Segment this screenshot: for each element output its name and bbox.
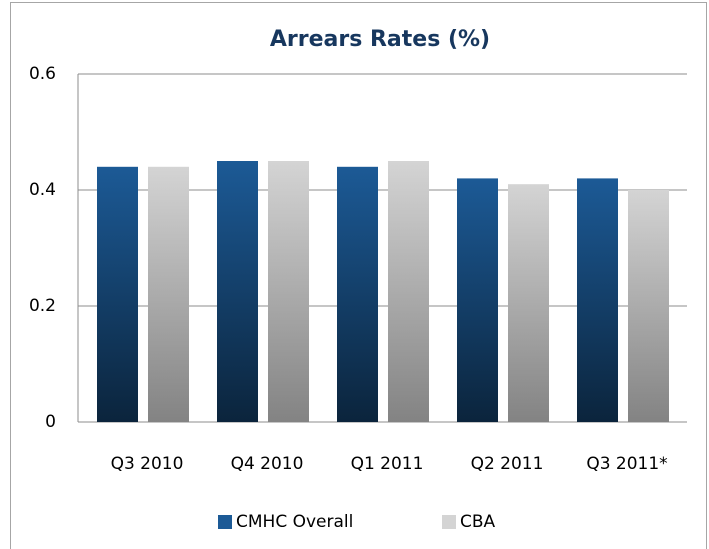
x-tick-label: Q3 2010 xyxy=(111,454,184,474)
bar xyxy=(268,161,309,422)
bar xyxy=(148,166,189,422)
x-tick-label: Q2 2011 xyxy=(471,454,544,474)
y-tick-label: 0.6 xyxy=(29,64,56,84)
x-tick-label: Q1 2011 xyxy=(351,454,424,474)
bar xyxy=(97,166,138,422)
bar xyxy=(577,178,618,422)
y-tick-label: 0 xyxy=(45,412,56,432)
y-tick-label: 0.2 xyxy=(29,296,56,316)
bar xyxy=(508,184,549,422)
legend-label: CMHC Overall xyxy=(236,512,353,532)
bar xyxy=(628,190,669,422)
legend-swatch xyxy=(442,515,456,529)
legend-swatch xyxy=(218,515,232,529)
chart-title: Arrears Rates (%) xyxy=(270,27,490,52)
bar xyxy=(388,161,429,422)
y-tick-label: 0.4 xyxy=(29,180,56,200)
legend-label: CBA xyxy=(460,512,496,532)
bar xyxy=(337,166,378,422)
bar xyxy=(457,178,498,422)
bar xyxy=(217,161,258,422)
x-tick-label: Q3 2011* xyxy=(586,454,667,474)
x-tick-label: Q4 2010 xyxy=(231,454,304,474)
